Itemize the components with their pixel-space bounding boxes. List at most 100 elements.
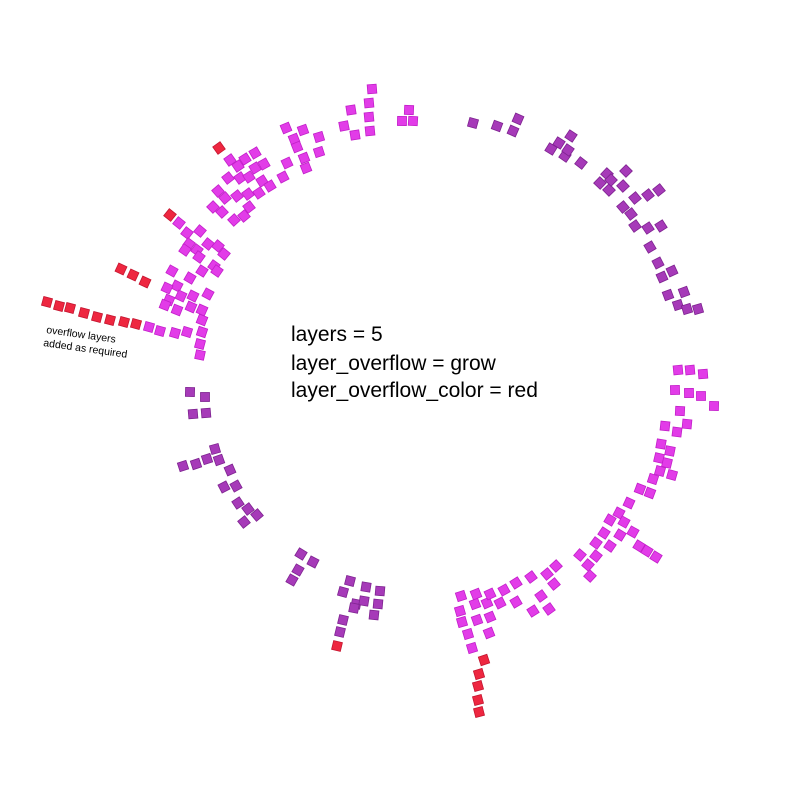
purple-tile (184, 386, 196, 398)
purple-tile (654, 219, 668, 233)
magenta-tile (211, 184, 225, 198)
magenta-tile (160, 281, 174, 295)
magenta-tile (192, 250, 206, 264)
purple-tile (602, 183, 616, 197)
magenta-tile (589, 549, 603, 563)
magenta-tile (469, 587, 483, 601)
purple-tile (237, 515, 251, 529)
layers-param: layers = 5 (291, 323, 383, 346)
magenta-tile (470, 613, 484, 627)
purple-tile (217, 480, 231, 494)
magenta-tile (290, 140, 304, 154)
purple-tile (372, 598, 384, 610)
magenta-tile (633, 482, 647, 496)
magenta-tile (170, 303, 184, 317)
purple-tile (231, 496, 245, 510)
magenta-tile (540, 567, 554, 581)
magenta-tile (573, 548, 587, 562)
magenta-tile (252, 186, 266, 200)
magenta-tile (263, 179, 277, 193)
magenta-tile (193, 337, 207, 351)
purple-tile (561, 143, 575, 157)
magenta-tile (195, 264, 209, 278)
purple-tile (334, 626, 346, 638)
overflow-tile (212, 141, 226, 155)
purple-tile (360, 581, 372, 593)
magenta-tile (195, 313, 209, 327)
magenta-tile (542, 602, 556, 616)
purple-tile (624, 207, 638, 221)
magenta-tile (257, 157, 271, 171)
magenta-tile (549, 559, 563, 573)
layer-overflow-param: layer_overflow = grow (291, 352, 497, 375)
magenta-tile (227, 213, 241, 227)
magenta-tile (363, 111, 375, 123)
purple-tile (358, 595, 370, 607)
magenta-tile (195, 303, 209, 317)
purple-tile (641, 221, 655, 235)
purple-tile (665, 264, 679, 278)
magenta-tile (655, 438, 667, 450)
purple-tile (641, 188, 655, 202)
overflow-tile (138, 275, 152, 289)
magenta-tile (338, 120, 350, 132)
magenta-tile (201, 237, 215, 251)
purple-tile (661, 288, 675, 302)
magenta-tile (674, 405, 686, 417)
purple-tile (574, 156, 588, 170)
magenta-tile (696, 391, 706, 401)
magenta-tile (483, 610, 497, 624)
magenta-tile (218, 191, 232, 205)
magenta-tile (165, 264, 179, 278)
purple-tile (212, 453, 226, 467)
purple-tile (200, 452, 214, 466)
purple-tile (291, 563, 305, 577)
overflow-tile (129, 317, 143, 331)
overflow-tile (91, 311, 103, 323)
magenta-tile (168, 326, 182, 340)
purple-tile (200, 407, 212, 419)
purple-tile (616, 200, 630, 214)
purple-tile (348, 602, 360, 614)
purple-tile (466, 116, 480, 130)
magenta-tile (509, 576, 523, 590)
magenta-tile (603, 513, 617, 527)
magenta-tile (180, 226, 194, 240)
magenta-tile (589, 536, 603, 550)
purple-tile (628, 191, 642, 205)
magenta-tile (453, 604, 467, 618)
magenta-tile (299, 161, 313, 175)
magenta-tile (248, 146, 262, 160)
purple-tile (344, 575, 356, 587)
magenta-tile (297, 151, 311, 165)
purple-tile (655, 270, 669, 284)
magenta-tile (248, 161, 262, 175)
magenta-tile (210, 264, 224, 278)
magenta-tile (237, 209, 251, 223)
magenta-tile (643, 486, 657, 500)
purple-tile (691, 302, 705, 316)
magenta-tile (613, 528, 627, 542)
purple-tile (643, 240, 657, 254)
magenta-tile (626, 525, 640, 539)
purple-tile (593, 176, 607, 190)
magenta-tile (193, 224, 207, 238)
magenta-tile (312, 130, 326, 144)
magenta-tile (461, 627, 475, 641)
purple-tile (241, 502, 255, 516)
magenta-tile (242, 200, 256, 214)
magenta-tile (455, 615, 469, 629)
magenta-tile (142, 320, 156, 334)
magenta-tile (279, 121, 293, 135)
magenta-tile (158, 298, 172, 312)
purple-tile (374, 585, 386, 597)
magenta-tile (659, 420, 671, 432)
magenta-tile (242, 170, 256, 184)
magenta-tile (669, 384, 681, 396)
magenta-tile (403, 104, 415, 116)
magenta-tile (153, 324, 167, 338)
magenta-tile (296, 123, 310, 137)
purple-tile (652, 183, 666, 197)
purple-tile (651, 256, 665, 270)
magenta-tile (632, 539, 646, 553)
